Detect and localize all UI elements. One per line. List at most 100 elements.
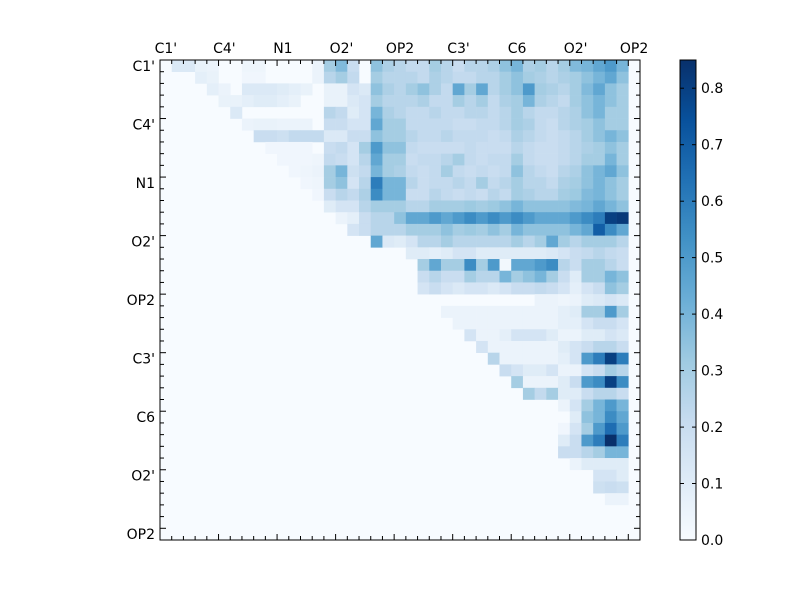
heatmap-cell <box>604 282 617 295</box>
heatmap-cell <box>323 118 336 131</box>
heatmap-cell <box>417 118 430 131</box>
heatmap-cell <box>347 153 360 166</box>
heatmap-ticks <box>159 59 641 541</box>
heatmap-cell <box>511 305 524 318</box>
heatmap-cell <box>300 83 313 96</box>
heatmap-cell <box>476 200 489 213</box>
heatmap-cell <box>405 95 418 108</box>
heatmap-cell <box>546 60 559 73</box>
heatmap-cell <box>347 141 360 154</box>
heatmap-cell <box>499 282 512 295</box>
heatmap-cell <box>487 212 500 225</box>
heatmap-cell <box>511 118 524 131</box>
heatmap-cell <box>394 200 407 213</box>
heatmap-cell <box>359 165 372 178</box>
heatmap-cell <box>394 60 407 73</box>
heatmap-cell <box>300 165 313 178</box>
heatmap-cell <box>417 259 430 272</box>
heatmap-cell <box>487 83 500 96</box>
heatmap-cell <box>546 235 559 248</box>
heatmap-cell <box>511 177 524 190</box>
heatmap-cell <box>604 118 617 131</box>
heatmap-cell <box>534 177 547 190</box>
heatmap-cell <box>581 165 594 178</box>
heatmap-cell <box>359 188 372 201</box>
heatmap-cell <box>569 364 582 377</box>
top-tick-label: O2' <box>330 41 354 57</box>
heatmap-cell <box>335 130 348 143</box>
heatmap-cell <box>382 95 395 108</box>
heatmap-cell <box>405 83 418 96</box>
heatmap-cell <box>558 270 571 283</box>
heatmap-cell <box>476 212 489 225</box>
heatmap-cell <box>511 106 524 119</box>
heatmap-cell <box>522 270 535 283</box>
heatmap-cell <box>405 141 418 154</box>
heatmap-cell <box>300 177 313 190</box>
heatmap-cell <box>405 223 418 236</box>
heatmap-cell <box>464 71 477 84</box>
heatmap-cell <box>499 83 512 96</box>
heatmap-cell <box>581 118 594 131</box>
heatmap-cell <box>417 177 430 190</box>
heatmap-cell <box>323 60 336 73</box>
heatmap-cell <box>558 165 571 178</box>
heatmap-cell <box>522 165 535 178</box>
heatmap-cell <box>370 83 383 96</box>
heatmap-cell <box>616 212 629 225</box>
heatmap-cell <box>277 153 290 166</box>
heatmap-cell <box>534 118 547 131</box>
heatmap-cell <box>347 130 360 143</box>
heatmap-cell <box>487 270 500 283</box>
heatmap-cell <box>534 282 547 295</box>
heatmap-cell <box>499 141 512 154</box>
heatmap-cell <box>277 95 290 108</box>
heatmap-cell <box>581 188 594 201</box>
heatmap-cell <box>511 352 524 365</box>
heatmap-cell <box>312 130 325 143</box>
heatmap-cell <box>452 141 465 154</box>
heatmap-cell <box>382 165 395 178</box>
heatmap-cell <box>581 329 594 342</box>
heatmap-cell <box>440 83 453 96</box>
heatmap-cell <box>417 60 430 73</box>
heatmap-cell <box>499 130 512 143</box>
heatmap-cell <box>265 141 278 154</box>
heatmap-cell <box>265 83 278 96</box>
heatmap-cell <box>558 446 571 459</box>
heatmap-cell <box>558 376 571 389</box>
heatmap-cell <box>288 141 301 154</box>
heatmap-cell <box>323 95 336 108</box>
heatmap-cell <box>394 141 407 154</box>
colorbar-tick-label: 0.6 <box>701 194 723 210</box>
heatmap-cell <box>359 200 372 213</box>
heatmap-cell <box>440 106 453 119</box>
heatmap-cell <box>581 305 594 318</box>
heatmap-cell <box>487 223 500 236</box>
heatmap-cell <box>604 340 617 353</box>
heatmap-cell <box>452 305 465 318</box>
heatmap-cell <box>593 130 606 143</box>
heatmap-cell <box>300 130 313 143</box>
heatmap-cell <box>604 399 617 412</box>
colorbar-tick-label: 0.0 <box>701 533 723 549</box>
heatmap-cell <box>440 177 453 190</box>
heatmap-cell <box>464 305 477 318</box>
heatmap-cell <box>593 153 606 166</box>
heatmap-cell <box>487 329 500 342</box>
heatmap-cell <box>616 270 629 283</box>
heatmap-cell <box>511 60 524 73</box>
heatmap-cell <box>593 364 606 377</box>
heatmap-cell <box>417 223 430 236</box>
heatmap-cell <box>347 60 360 73</box>
heatmap-cell <box>499 223 512 236</box>
heatmap-cell <box>452 317 465 330</box>
heatmap-cell <box>534 60 547 73</box>
heatmap-cell <box>476 223 489 236</box>
heatmap-cell <box>558 282 571 295</box>
heatmap-cell <box>604 235 617 248</box>
colorbar-tick-label: 0.1 <box>701 477 723 493</box>
heatmap-cell <box>405 247 418 260</box>
heatmap-cell <box>593 294 606 307</box>
heatmap-cell <box>394 153 407 166</box>
